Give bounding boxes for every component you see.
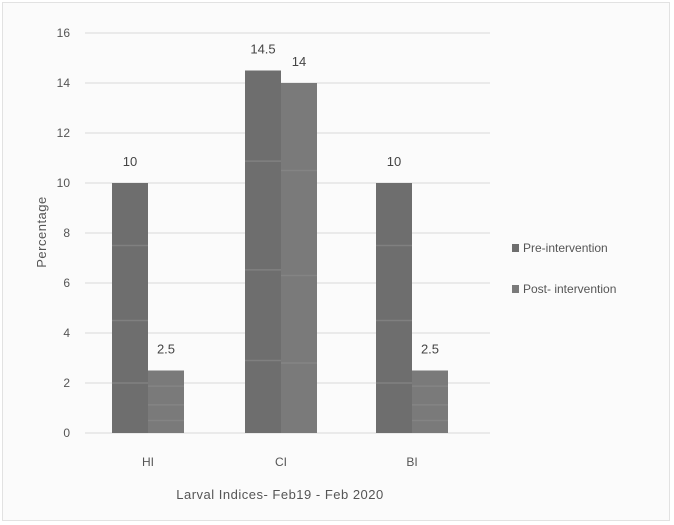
y-axis-ticks: 0 2 4 6 8 10 12 14 16 (57, 26, 71, 440)
legend: Pre-intervention Post- intervention (512, 241, 616, 296)
y-tick-label: 16 (57, 26, 71, 40)
bar-ci-post (281, 83, 317, 433)
legend-swatch-pre-intervention (512, 244, 519, 252)
y-tick-label: 4 (63, 326, 70, 340)
x-category-label: BI (406, 455, 417, 469)
bar-hi-pre (112, 183, 148, 433)
x-category-label: CI (275, 455, 287, 469)
bar-ci-pre (245, 70, 281, 433)
y-tick-label: 0 (63, 426, 70, 440)
y-axis-title: Percentage (34, 196, 49, 268)
y-tick-label: 2 (63, 376, 70, 390)
bars (112, 70, 448, 433)
y-tick-label: 10 (57, 176, 71, 190)
bar-bi-post (412, 370, 448, 433)
y-tick-label: 8 (63, 226, 70, 240)
x-axis-title: Larval Indices- Feb19 - Feb 2020 (176, 487, 384, 502)
bar-hi-post (148, 370, 184, 433)
data-label: 14.5 (250, 42, 275, 57)
y-tick-label: 14 (57, 76, 71, 90)
y-tick-label: 12 (57, 126, 71, 140)
x-axis-categories: HI CI BI (142, 455, 418, 469)
data-label: 14 (292, 54, 306, 69)
bar-bi-pre (376, 183, 412, 433)
x-category-label: HI (142, 455, 154, 469)
legend-label-post-intervention: Post- intervention (523, 282, 616, 296)
y-tick-label: 6 (63, 276, 70, 290)
legend-label-pre-intervention: Pre-intervention (523, 241, 608, 255)
data-label: 10 (387, 154, 401, 169)
data-label: 10 (123, 154, 137, 169)
data-labels: 10 2.5 14.5 14 10 2.5 (123, 42, 439, 357)
legend-swatch-post-intervention (512, 285, 519, 293)
data-label: 2.5 (157, 342, 175, 357)
data-label: 2.5 (421, 342, 439, 357)
